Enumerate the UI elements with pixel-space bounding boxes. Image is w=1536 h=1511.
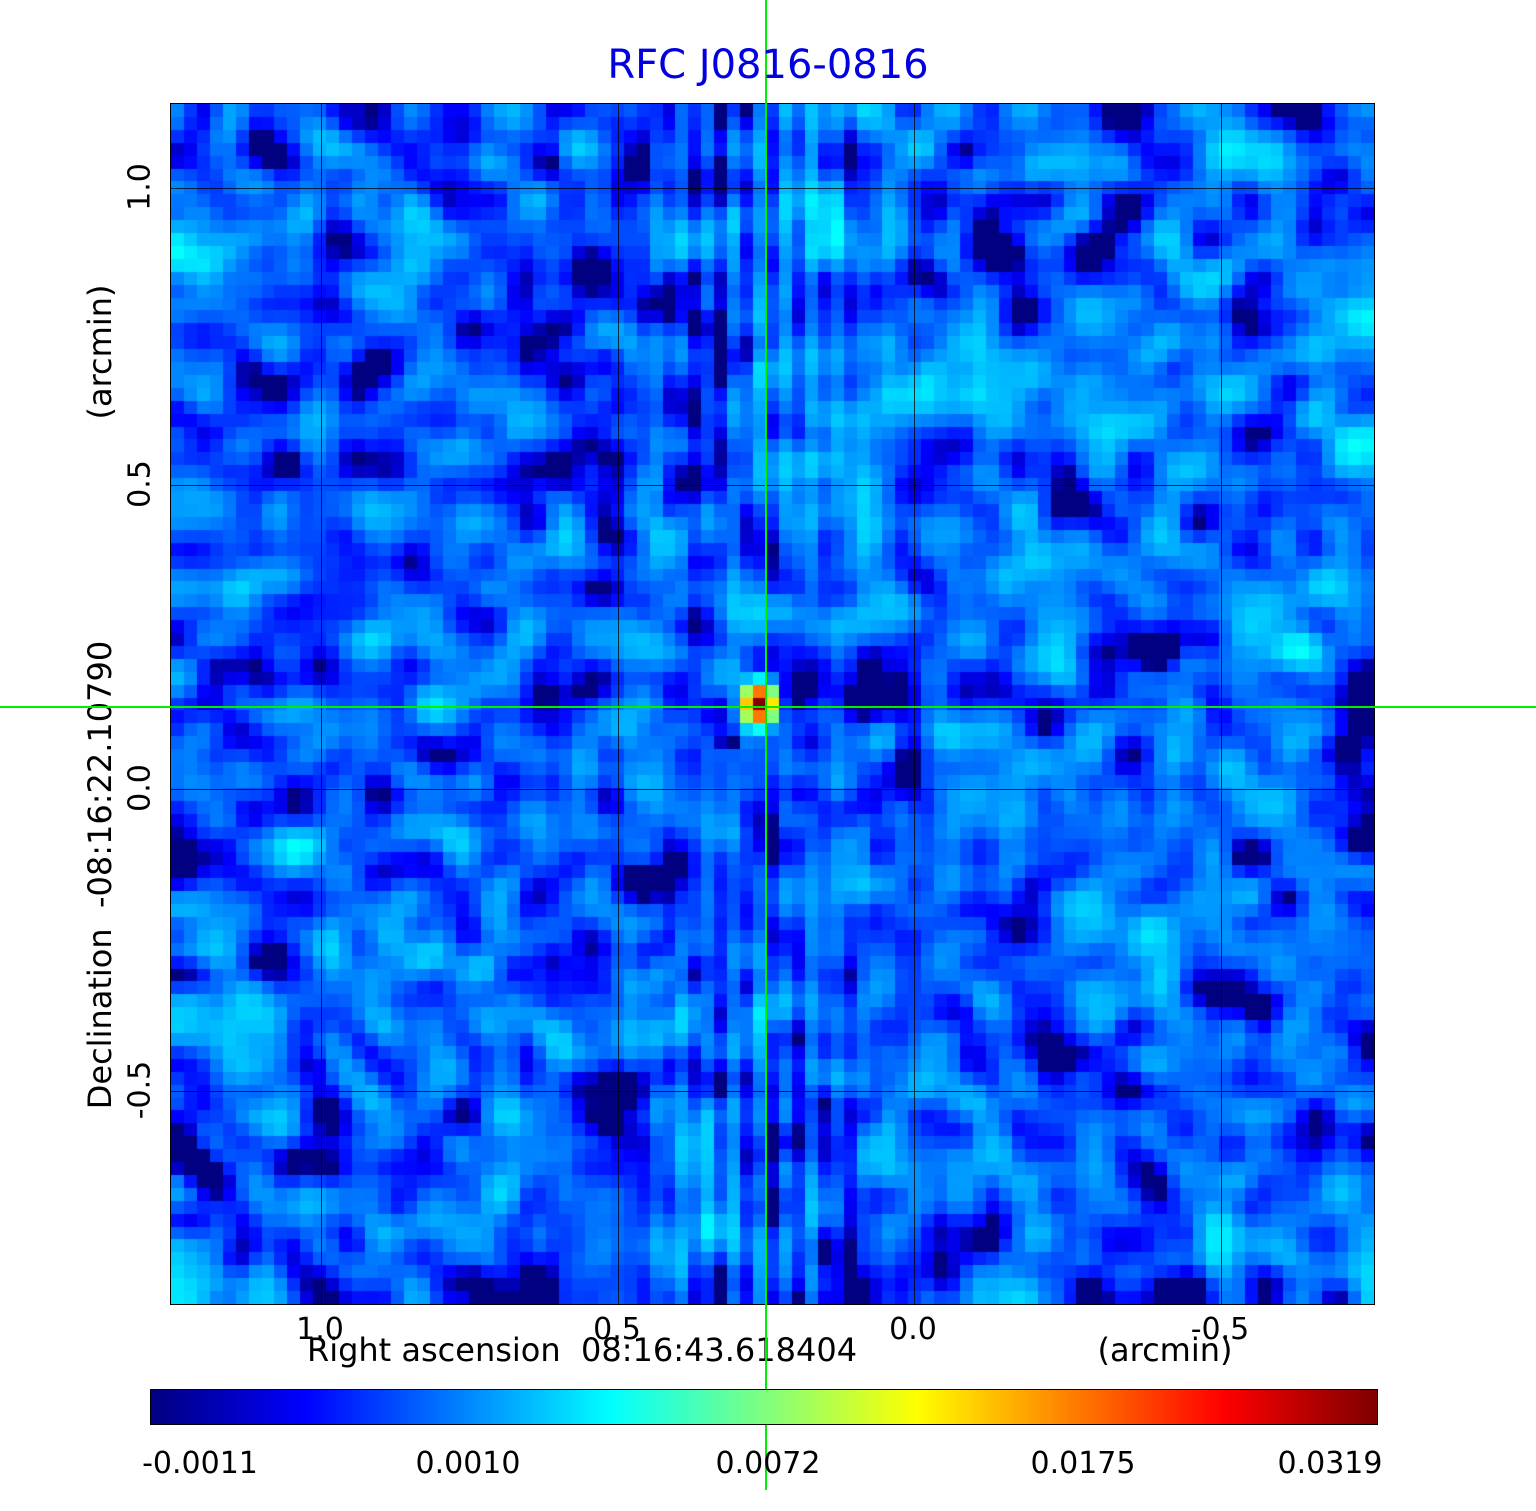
colorbar-tick-label: 0.0175	[1030, 1446, 1136, 1481]
colorbar-tick-label: 0.0072	[715, 1446, 821, 1481]
x-grid-line	[914, 104, 915, 1304]
y-tick-label: 0.5	[122, 460, 158, 508]
x-tick-label: 1.0	[296, 1312, 344, 1347]
y-grid-line	[171, 1091, 1374, 1092]
x-tick-label: 0.0	[889, 1312, 937, 1347]
crosshair-vertical-line	[765, 0, 767, 1490]
y-grid-line	[171, 789, 1374, 790]
y-axis-unit-label: (arcmin)	[81, 284, 119, 420]
grid-overlay	[171, 104, 1374, 1304]
x-tick-label: -0.5	[1190, 1312, 1250, 1347]
y-tick-label: -0.5	[122, 1060, 158, 1120]
y-grid-line	[171, 485, 1374, 486]
colorbar-gradient-canvas	[151, 1390, 1377, 1424]
colorbar-tick-label: -0.0011	[142, 1446, 258, 1481]
x-grid-line	[321, 104, 322, 1304]
x-tick-label: 0.5	[593, 1312, 641, 1347]
y-tick-label: 1.0	[122, 163, 158, 211]
figure-title: RFC J0816-0816	[607, 42, 929, 88]
crosshair-horizontal-line	[0, 706, 1536, 708]
x-grid-line	[618, 104, 619, 1304]
radio-map-plot	[170, 103, 1375, 1305]
radio-map-canvas	[171, 104, 1374, 1304]
colorbar-tick-label: 0.0010	[415, 1446, 521, 1481]
y-tick-label: 0.0	[122, 764, 158, 812]
colorbar	[150, 1389, 1378, 1425]
x-grid-line	[1221, 104, 1222, 1304]
y-grid-line	[171, 188, 1374, 189]
colorbar-tick-label: 0.0319	[1277, 1446, 1383, 1481]
y-axis-label: Declination -08:16:22.10790	[81, 640, 119, 1110]
x-axis-label: Right ascension 08:16:43.618404	[306, 1331, 858, 1369]
x-axis-unit-label: (arcmin)	[1097, 1331, 1233, 1369]
